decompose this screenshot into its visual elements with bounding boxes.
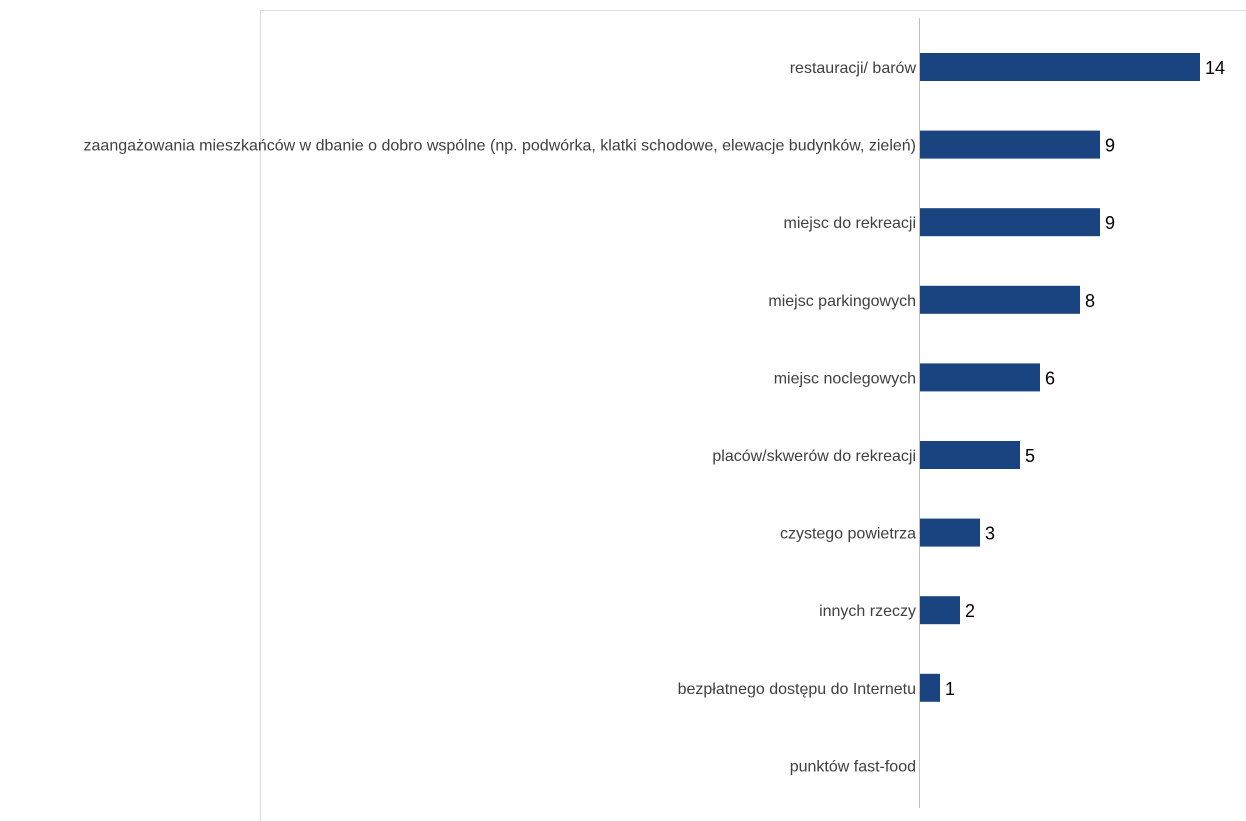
category-label-5: placów/skwerów do rekreacji [712, 448, 916, 465]
category-label-6: czystego powietrza [780, 526, 916, 543]
data-label-2: 9 [1105, 213, 1115, 233]
data-label-6: 3 [985, 524, 995, 544]
category-label-1: zaangażowania mieszkańców w dbanie o dob… [84, 138, 916, 155]
category-label-3: miejsc parkingowych [768, 293, 916, 310]
bars-group [920, 53, 1200, 702]
bar-0 [920, 53, 1200, 81]
category-label-8: bezpłatnego dostępu do Internetu [678, 681, 916, 698]
bar-7 [920, 596, 960, 625]
data-label-7: 2 [965, 601, 975, 621]
data-label-1: 9 [1105, 136, 1115, 156]
bar-6 [920, 518, 980, 547]
category-label-0: restauracji/ barów [790, 60, 917, 77]
bar-8 [920, 673, 940, 702]
data-label-4: 6 [1045, 368, 1055, 388]
bar-5 [920, 441, 1020, 469]
category-label-2: miejsc do rekreacji [784, 215, 916, 232]
data-label-3: 8 [1085, 291, 1095, 311]
category-label-7: innych rzeczy [819, 603, 916, 620]
category-label-4: miejsc noclegowych [774, 370, 916, 387]
category-labels-group: restauracji/ barów zaangażowania mieszkań… [84, 60, 917, 775]
category-label-9: punktów fast-food [790, 758, 916, 775]
bar-3 [920, 285, 1080, 314]
data-labels-group: 14 9 9 8 6 5 3 2 1 [945, 58, 1225, 699]
data-label-0: 14 [1205, 58, 1225, 78]
data-label-8: 1 [945, 679, 955, 699]
bar-4 [920, 363, 1040, 392]
bar-2 [920, 208, 1100, 237]
bar-1 [920, 130, 1100, 159]
data-label-5: 5 [1025, 446, 1035, 466]
